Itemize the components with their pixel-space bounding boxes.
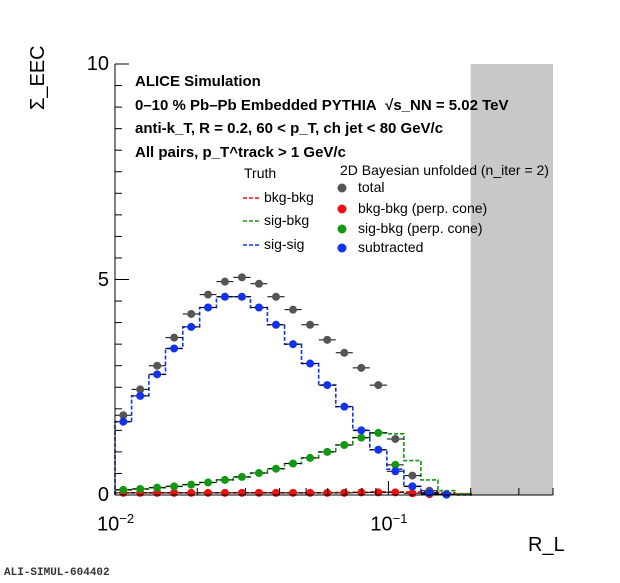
x-axis-label: R_L [528,534,565,556]
point-total [220,277,229,286]
legend-dot-subtracted [337,243,347,253]
point-total [153,361,162,370]
legend-truth-title: Truth [244,165,277,181]
point-total [357,363,366,372]
point-sig-bkg (perp. cone) [204,478,213,487]
point-sig-bkg (perp. cone) [374,428,383,437]
point-sig-bkg (perp. cone) [237,472,246,481]
point-subtracted [119,417,128,426]
collision-label: 0–10 % Pb–Pb Embedded PYTHIA √s_NN = 5.0… [135,97,509,114]
point-subtracted [391,467,400,476]
point-sig-bkg (perp. cone) [153,483,162,492]
point-sig-bkg (perp. cone) [187,480,196,489]
point-sig-bkg (perp. cone) [391,460,400,469]
jet-selection-label: anti-k_T, R = 0.2, 60 < p_T, ch jet < 80… [135,120,444,137]
point-sig-bkg (perp. cone) [220,475,229,484]
legend-bkg-bkg: bkg-bkg [264,189,314,205]
point-sig-bkg (perp. cone) [340,441,349,450]
point-total [136,385,145,394]
excluded-region [470,64,553,495]
point-bkg-bkg (perp. cone) [357,488,366,497]
point-subtracted [340,402,349,411]
point-total [340,348,349,357]
point-bkg-bkg (perp. cone) [220,488,229,497]
point-subtracted [204,303,213,312]
point-subtracted [289,340,298,349]
point-bkg-bkg (perp. cone) [271,488,280,497]
legend-total: total [358,179,385,195]
figure-id: ALI-SIMUL-604402 [4,567,110,579]
point-subtracted [306,359,315,368]
y-axis-label: Σ_EEC [27,45,49,110]
point-total [170,333,179,342]
legend-sig-bkg: sig-bkg [264,212,310,228]
point-bkg-bkg (perp. cone) [306,488,315,497]
point-sig-bkg (perp. cone) [357,433,366,442]
point-total [119,411,128,420]
point-total [254,279,263,288]
legend-bkg-perp: bkg-bkg (perp. cone) [358,200,488,216]
experiment-label: ALICE Simulation [135,73,261,90]
point-bkg-bkg (perp. cone) [254,488,263,497]
point-sig-bkg (perp. cone) [271,464,280,473]
point-subtracted [271,320,280,329]
point-total [408,471,417,480]
legend-sig-perp: sig-bkg (perp. cone) [358,220,483,236]
legend-dot-sig-bkg (perp. cone) [337,224,347,234]
point-total [289,305,298,314]
legend-dot-bkg-bkg (perp. cone) [337,204,347,214]
legend-unfold-title: 2D Bayesian unfolded (n_iter = 2) [340,162,549,178]
point-sig-bkg (perp. cone) [136,484,145,493]
x-tick-label: 10−1 [370,511,408,536]
point-subtracted [374,445,383,454]
point-total [271,292,280,301]
point-total [323,335,332,344]
point-sig-bkg (perp. cone) [119,485,128,494]
point-bkg-bkg (perp. cone) [408,489,417,498]
track-selection-label: All pairs, p_T^track > 1 GeV/c [135,144,346,161]
point-subtracted [254,303,263,312]
legend-sig-sig: sig-sig [264,236,305,252]
point-total [374,381,383,390]
point-subtracted [237,292,246,301]
legend-dot-total [337,183,347,193]
point-bkg-bkg (perp. cone) [187,488,196,497]
y-tick-label: 0 [97,484,109,506]
point-total [187,309,196,318]
point-total [204,290,213,299]
point-sig-bkg (perp. cone) [289,459,298,468]
excluded-region-band [470,64,553,495]
point-total [237,273,246,282]
point-bkg-bkg (perp. cone) [340,488,349,497]
unfolded-points [115,273,455,499]
point-total [306,320,315,329]
point-bkg-bkg (perp. cone) [204,488,213,497]
axes-frame [114,63,554,496]
point-sig-bkg (perp. cone) [170,482,179,491]
y-tick-label: 5 [97,268,109,291]
point-subtracted [408,482,417,491]
point-subtracted [136,391,145,400]
point-bkg-bkg (perp. cone) [391,488,400,497]
point-subtracted [357,426,366,435]
point-total [391,434,400,443]
point-sig-bkg (perp. cone) [323,447,332,456]
x-tick-label: 10−2 [97,511,135,536]
point-subtracted [187,322,196,331]
point-subtracted [170,344,179,353]
point-bkg-bkg (perp. cone) [289,488,298,497]
point-bkg-bkg (perp. cone) [323,488,332,497]
point-bkg-bkg (perp. cone) [237,488,246,497]
legend-markers [243,183,347,253]
point-subtracted [323,381,332,390]
point-sig-bkg (perp. cone) [306,453,315,462]
y-tick-label: 10 [86,53,109,75]
point-subtracted [220,292,229,301]
point-subtracted [153,370,162,379]
point-sig-bkg (perp. cone) [254,469,263,478]
legend-subtracted: subtracted [358,239,424,255]
point-subtracted [425,488,434,497]
